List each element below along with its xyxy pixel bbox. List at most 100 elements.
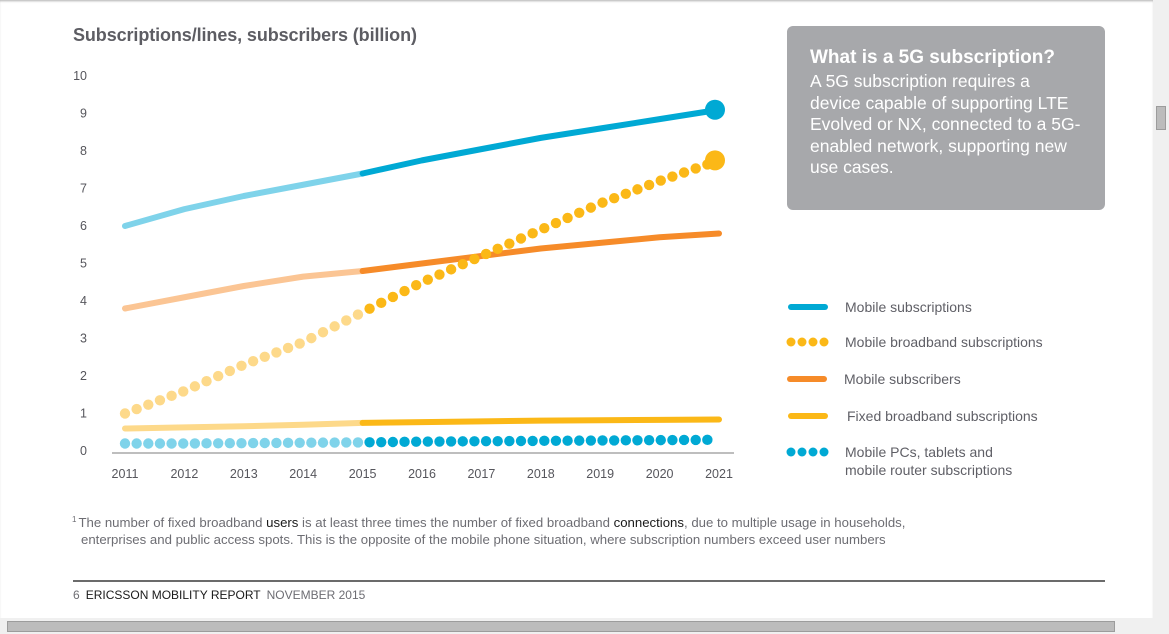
series-dot-mobile-broadband-subscriptions — [667, 171, 678, 182]
series-dot-mobile-broadband-subscriptions — [352, 309, 364, 320]
series-dot-mobile-broadband-subscriptions — [643, 179, 655, 191]
x-tick-label: 2016 — [408, 467, 436, 481]
y-tick-label: 10 — [73, 69, 87, 83]
series-dot-mobile-pcs-tablets-and-mobile-router-subscriptions — [643, 434, 655, 446]
series-dot-mobile-pcs-tablets-and-mobile-router-subscriptions — [154, 438, 166, 449]
series-dot-mobile-pcs-tablets-and-mobile-router-subscriptions — [597, 435, 608, 446]
legend-swatch-dotted-blue — [786, 447, 829, 457]
series-end-marker-mobile-broadband-subscriptions — [705, 150, 725, 171]
footer-divider — [73, 580, 1105, 582]
series-dot-mobile-broadband-subscriptions — [492, 243, 503, 254]
footnote-text: , due to multiple usage in households, — [684, 515, 906, 530]
series-dot-mobile-broadband-subscriptions — [247, 356, 259, 367]
series-dot-mobile-broadband-subscriptions — [678, 167, 690, 178]
footnote-emphasis: connections — [613, 515, 684, 530]
series-dot-mobile-broadband-subscriptions — [201, 376, 212, 387]
series-dot-mobile-pcs-tablets-and-mobile-router-subscriptions — [166, 438, 177, 449]
legend-swatch-solid-orange — [787, 376, 827, 382]
series-dot-mobile-pcs-tablets-and-mobile-router-subscriptions — [620, 435, 632, 446]
series-dot-mobile-pcs-tablets-and-mobile-router-subscriptions — [574, 435, 585, 446]
x-tick-label: 2012 — [170, 467, 198, 481]
series-dot-mobile-pcs-tablets-and-mobile-router-subscriptions — [189, 438, 201, 449]
series-dot-mobile-pcs-tablets-and-mobile-router-subscriptions — [236, 437, 247, 449]
series-dot-mobile-pcs-tablets-and-mobile-router-subscriptions — [294, 437, 305, 448]
series-dot-mobile-broadband-subscriptions — [317, 327, 329, 338]
series-line-mobile-subscriptions-forecast — [359, 106, 722, 177]
series-dot-mobile-broadband-subscriptions — [282, 342, 294, 354]
series-dot-mobile-broadband-subscriptions — [166, 390, 177, 402]
series-dot-mobile-pcs-tablets-and-mobile-router-subscriptions — [527, 435, 538, 447]
footnote-text: is at least three times the number of fi… — [298, 515, 614, 530]
legend-label: Mobile subscriptions — [845, 299, 972, 315]
footnote-emphasis: users — [266, 515, 299, 530]
series-dot-mobile-broadband-subscriptions — [364, 303, 375, 314]
legend-swatch-dotted-yellow — [786, 337, 829, 347]
x-tick-label: 2019 — [586, 467, 614, 481]
series-dot-mobile-broadband-subscriptions — [306, 332, 317, 344]
legend-label: Fixed broadband subscriptions — [847, 408, 1038, 424]
series-dot-mobile-pcs-tablets-and-mobile-router-subscriptions — [678, 434, 690, 446]
series-dot-mobile-pcs-tablets-and-mobile-router-subscriptions — [282, 437, 294, 449]
series-dot-mobile-broadband-subscriptions — [154, 395, 166, 406]
series-line-fixed-broadband-subscriptions-forecast — [359, 416, 722, 426]
series-dot-mobile-broadband-subscriptions — [131, 403, 142, 415]
y-tick-label: 1 — [80, 407, 87, 421]
vertical-scrollbar[interactable] — [1153, 0, 1169, 618]
series-dot-mobile-broadband-subscriptions — [597, 197, 608, 208]
series-dot-mobile-pcs-tablets-and-mobile-router-subscriptions — [329, 437, 340, 448]
x-tick-label: 2014 — [289, 467, 317, 481]
series-dot-mobile-broadband-subscriptions — [236, 360, 247, 371]
y-tick-label: 6 — [80, 219, 87, 233]
document-page: Subscriptions/lines, subscribers (billio… — [0, 0, 1153, 618]
series-dot-mobile-broadband-subscriptions — [434, 269, 445, 280]
series-dot-mobile-broadband-subscriptions — [632, 184, 643, 195]
series-dot-mobile-pcs-tablets-and-mobile-router-subscriptions — [539, 435, 550, 447]
series-line-mobile-subscriptions-history — [122, 170, 366, 229]
series-dot-mobile-broadband-subscriptions — [527, 228, 538, 239]
series-dot-mobile-broadband-subscriptions — [341, 315, 352, 326]
page-number: 6 — [73, 588, 80, 602]
line-chart: 0 1 2 3 4 5 6 7 8 9 10 2011 2012 2013 2014 2015 2016 2017… — [73, 69, 734, 481]
series-dot-mobile-pcs-tablets-and-mobile-router-subscriptions — [178, 438, 189, 449]
x-tick-label: 2015 — [349, 467, 377, 481]
series-dot-mobile-broadband-subscriptions — [212, 370, 224, 382]
series-dot-mobile-pcs-tablets-and-mobile-router-subscriptions — [655, 434, 666, 446]
series-dot-mobile-broadband-subscriptions — [457, 259, 468, 270]
series-dot-mobile-broadband-subscriptions — [376, 297, 387, 309]
footnote-marker: 1 — [72, 515, 77, 524]
info-box-title: What is a 5G subscription? — [810, 47, 1055, 68]
y-tick-label: 4 — [80, 294, 87, 308]
series-dot-mobile-pcs-tablets-and-mobile-router-subscriptions — [341, 437, 352, 448]
y-tick-label: 9 — [80, 107, 87, 121]
series-dot-mobile-pcs-tablets-and-mobile-router-subscriptions — [201, 438, 212, 449]
y-tick-label: 2 — [80, 369, 87, 383]
series-dot-mobile-broadband-subscriptions — [445, 264, 457, 275]
series-dot-mobile-pcs-tablets-and-mobile-router-subscriptions — [271, 437, 282, 449]
series-dot-mobile-pcs-tablets-and-mobile-router-subscriptions — [317, 437, 329, 448]
legend-label-line2: mobile router subscriptions — [845, 462, 1013, 478]
series-dot-mobile-broadband-subscriptions — [410, 279, 422, 291]
y-tick-label: 8 — [80, 144, 87, 158]
info-box-body: A 5G subscription requires a device capa… — [810, 71, 1081, 177]
series-dot-mobile-broadband-subscriptions — [539, 223, 550, 234]
info-box-5g: What is a 5G subscription? A 5G subscrip… — [787, 26, 1105, 210]
legend-label-line1: Mobile PCs, tablets and — [845, 444, 993, 460]
series-dot-mobile-pcs-tablets-and-mobile-router-subscriptions — [422, 436, 434, 447]
series-dot-mobile-pcs-tablets-and-mobile-router-subscriptions — [504, 435, 515, 447]
horizontal-scrollbar-thumb[interactable] — [7, 621, 1115, 632]
series-line-mobile-subscribers-forecast — [359, 230, 722, 274]
series-dot-mobile-broadband-subscriptions — [294, 338, 305, 349]
series-dot-mobile-broadband-subscriptions — [608, 193, 620, 204]
series-dot-mobile-broadband-subscriptions — [399, 285, 410, 297]
legend-label: Mobile broadband subscriptions — [845, 334, 1043, 350]
series-dot-mobile-broadband-subscriptions — [143, 399, 154, 410]
series-dot-mobile-broadband-subscriptions — [178, 386, 189, 397]
series-dot-mobile-pcs-tablets-and-mobile-router-subscriptions — [259, 437, 270, 449]
x-tick-label: 2011 — [112, 467, 139, 481]
vertical-scrollbar-thumb[interactable] — [1156, 106, 1166, 130]
series-dot-mobile-broadband-subscriptions — [504, 238, 515, 249]
series-dot-mobile-pcs-tablets-and-mobile-router-subscriptions — [434, 436, 445, 447]
series-dot-mobile-broadband-subscriptions — [119, 408, 131, 419]
series-dot-mobile-broadband-subscriptions — [387, 291, 399, 303]
series-dot-mobile-broadband-subscriptions — [422, 274, 434, 285]
